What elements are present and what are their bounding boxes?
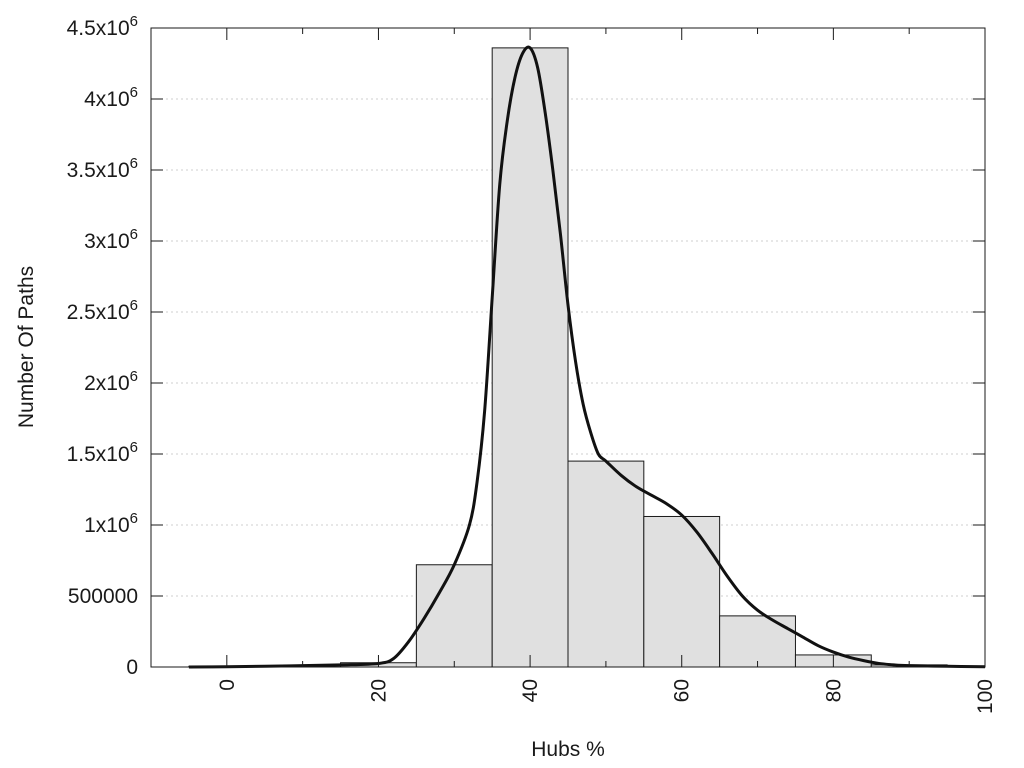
x-tick-label: 60 [671, 679, 694, 702]
y-axis-title: Number Of Paths [15, 266, 38, 428]
y-axis-ticks: 0 500000 1x106 1.5x106 2x106 2.5x106 3x106 3.5x… [67, 13, 985, 679]
y-tick-label: 3x106 [84, 226, 138, 253]
x-axis-ticks: 0 20 40 60 80 100 [216, 28, 997, 714]
histogram-bar [719, 615, 796, 668]
y-tick-label: 2x106 [84, 368, 138, 395]
y-tick-label: 500000 [68, 585, 138, 608]
histogram-bar [415, 564, 493, 668]
histogram-bar [567, 460, 645, 668]
y-tick-label: 0 [126, 656, 138, 679]
x-tick-label: 80 [822, 679, 845, 702]
y-tick-label: 4.5x106 [67, 13, 138, 40]
density-curve-layer [188, 45, 986, 669]
x-tick-label: 20 [367, 679, 390, 702]
y-tick-label: 2.5x106 [67, 297, 138, 324]
histogram-bar [643, 515, 721, 668]
x-tick-label: 100 [974, 679, 997, 714]
x-axis-title: Hubs % [531, 738, 605, 761]
plot-frame [150, 27, 986, 668]
y-tick-label: 1.5x106 [67, 439, 138, 466]
x-tick-label: 0 [216, 679, 239, 691]
density-curve [188, 45, 986, 669]
y-tick-label: 4x106 [84, 84, 138, 111]
histogram-bars [188, 47, 948, 668]
x-tick-label: 40 [519, 679, 542, 702]
y-tick-label: 3.5x106 [67, 155, 138, 182]
y-tick-label: 1x106 [84, 510, 138, 537]
